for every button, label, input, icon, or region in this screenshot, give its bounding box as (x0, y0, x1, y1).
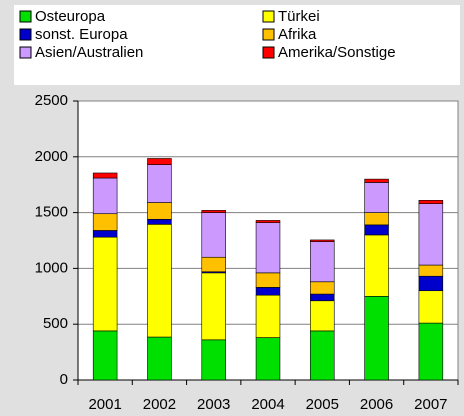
x-tick-label: 2003 (197, 396, 230, 413)
legend-box (14, 5, 460, 85)
bar-segment (147, 336, 172, 381)
legend-label: sonst. Europa (35, 26, 128, 43)
y-tick-label: 0 (60, 371, 68, 388)
bar-segment (147, 164, 172, 203)
bar-segment (310, 293, 335, 302)
bar-segment (255, 220, 281, 223)
legend-swatch (19, 46, 32, 59)
legend-label: Osteuropa (35, 8, 106, 25)
x-tick-label: 2005 (306, 396, 339, 413)
bar-segment (201, 272, 226, 341)
bar-segment (92, 172, 118, 179)
legend-label: Afrika (278, 26, 317, 43)
bar-segment (147, 224, 172, 338)
bar-segment (310, 239, 335, 242)
bar-segment (364, 178, 389, 183)
y-tick-label: 500 (43, 315, 68, 332)
x-tick-label: 2002 (143, 396, 176, 413)
bar-segment (255, 337, 281, 381)
x-tick-label: 2007 (414, 396, 447, 413)
x-tick-label: 2006 (360, 396, 393, 413)
bar-segment (364, 212, 389, 226)
legend-swatch (262, 46, 275, 59)
bar-segment (201, 256, 226, 273)
legend-swatch (19, 28, 32, 41)
y-tick-label: 1000 (35, 259, 68, 276)
legend-swatch (262, 10, 275, 23)
bar-segment (418, 200, 444, 204)
bar-segment (255, 272, 281, 288)
y-tick-label: 1500 (35, 204, 68, 221)
bar-segment (310, 300, 335, 332)
legend-label: Türkei (278, 8, 320, 25)
bar-segment (364, 182, 389, 213)
bar-segment (92, 177, 118, 215)
bar-segment (92, 330, 118, 381)
legend-swatch (262, 28, 275, 41)
bar-segment (364, 295, 389, 381)
bar-segment (418, 322, 444, 381)
bar-segment (310, 241, 335, 283)
bar-segment (255, 294, 281, 338)
legend-swatch (19, 10, 32, 23)
bar-segment (147, 218, 172, 225)
legend-label: Amerika/Sonstige (278, 44, 396, 61)
bar-segment (310, 281, 335, 295)
bar-segment (418, 290, 444, 324)
bar-segment (364, 234, 389, 297)
x-tick-label: 2001 (88, 396, 121, 413)
legend-label: Asien/Australien (35, 44, 143, 61)
y-tick-label: 2500 (35, 92, 68, 109)
bar-segment (92, 213, 118, 231)
bar-segment (201, 210, 226, 213)
bar-segment (147, 158, 172, 165)
x-tick-label: 2004 (251, 396, 284, 413)
bar-segment (201, 212, 226, 258)
y-tick-label: 2000 (35, 148, 68, 165)
bar-segment (92, 230, 118, 238)
bar-segment (418, 275, 444, 292)
bar-segment (201, 339, 226, 381)
bar-segment (92, 236, 118, 332)
bar-segment (255, 287, 281, 296)
bar-segment (147, 202, 172, 220)
bar-segment (310, 330, 335, 381)
bar-segment (364, 224, 389, 236)
bar-segment (418, 264, 444, 277)
bar-segment (418, 203, 444, 266)
bar-segment (255, 222, 281, 274)
